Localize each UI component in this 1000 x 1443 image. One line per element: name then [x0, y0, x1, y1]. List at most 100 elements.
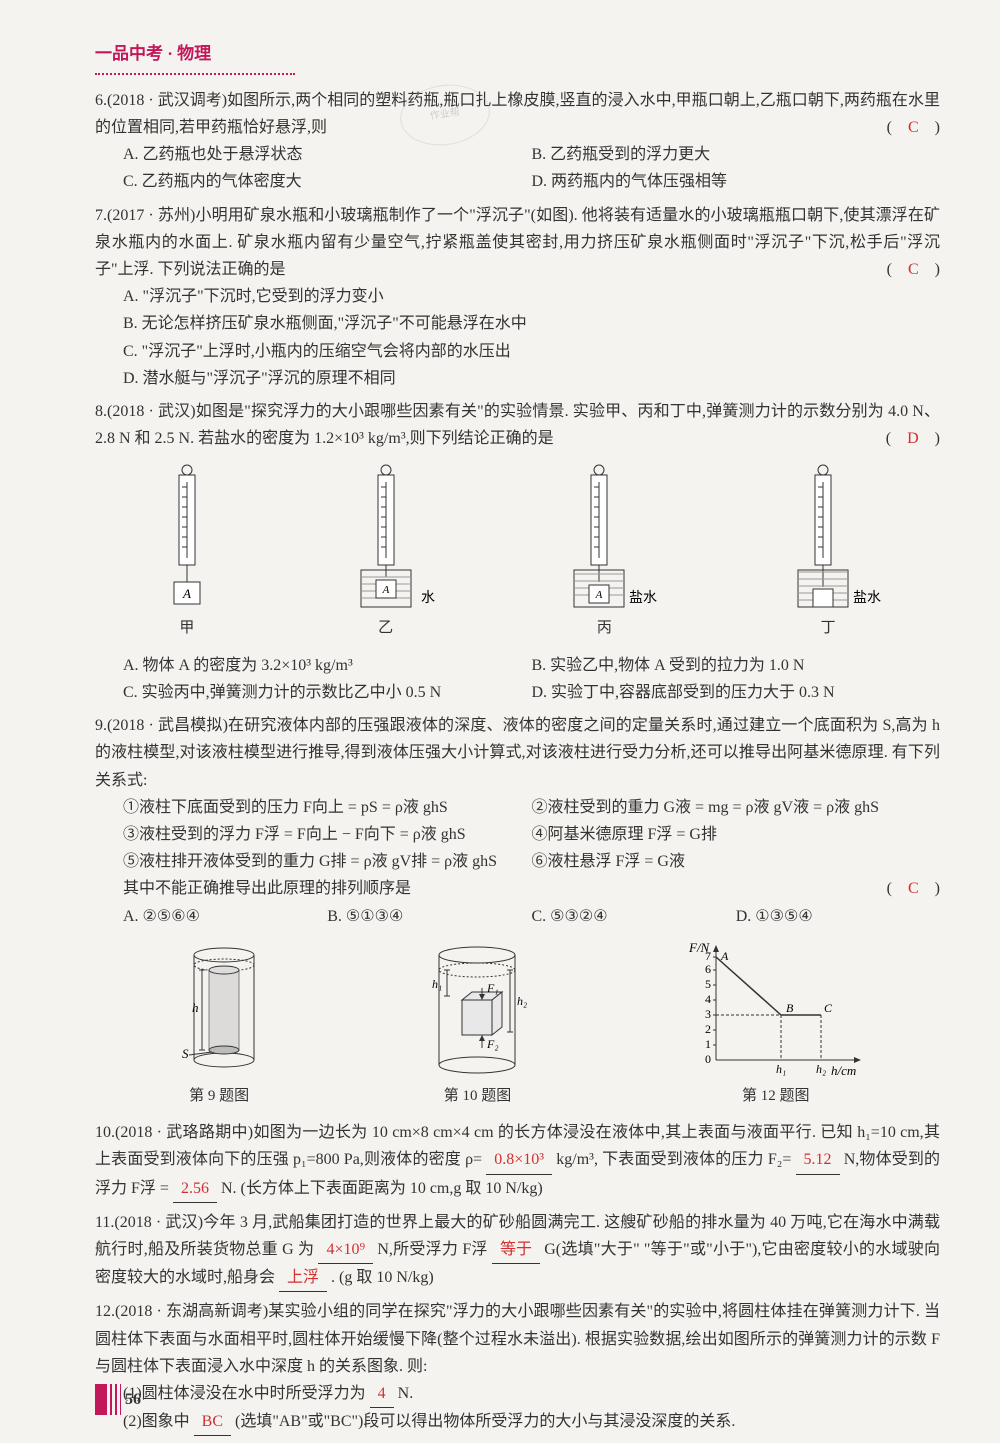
- q9-rel-6: ⑥液柱悬浮 F浮 = G液: [532, 848, 941, 875]
- q12-unit2: (选填"AB"或"BC")段可以得出物体所受浮力的大小与其浸没深度的关系.: [235, 1413, 735, 1430]
- q9-rel-1: ①液柱下底面受到的压力 F向上 = pS = ρ液 ghS: [123, 794, 532, 821]
- q8-answer: D: [907, 430, 919, 447]
- svg-text:A: A: [720, 949, 729, 963]
- q7-opt-a: A. "浮沉子"下沉时,它受到的浮力变小: [123, 283, 940, 310]
- q11-source: (2018 · 武汉): [114, 1214, 203, 1231]
- svg-text:S: S: [182, 1046, 189, 1061]
- q12-fill-2: BC: [194, 1408, 231, 1436]
- q12-sub2: (2)图象中: [123, 1413, 190, 1430]
- page-header: 一品中考 · 物理: [95, 40, 940, 69]
- q8-fig-jia: A: [152, 462, 222, 612]
- q9-rel-3: ③液柱受到的浮力 F浮 = F向上 − F向下 = ρ液 ghS: [123, 821, 532, 848]
- q9-answer: C: [908, 880, 919, 897]
- q8-label-yi: 乙: [336, 616, 436, 642]
- q6-opt-c: C. 乙药瓶内的气体密度大: [123, 168, 532, 195]
- q9-rel-4: ④阿基米德原理 F浮 = G排: [532, 821, 941, 848]
- q9-tail: 其中不能正确推导出此原理的排列顺序是: [123, 880, 411, 897]
- svg-text:水: 水: [421, 590, 435, 606]
- q9-rel-2: ②液柱受到的重力 G液 = mg = ρ液 gV液 = ρ液 ghS: [532, 794, 941, 821]
- q9-source: (2018 · 武昌模拟): [107, 717, 228, 734]
- question-10: 10.(2018 · 武珞路期中)如图为一边长为 10 cm×8 cm×4 cm…: [95, 1119, 940, 1203]
- svg-text:F₂: F₂: [486, 1037, 499, 1051]
- q7-answer: C: [908, 261, 919, 278]
- q7-answer-paren: ( C ): [887, 256, 940, 283]
- q11-fill-3: 上浮: [279, 1264, 327, 1292]
- svg-text:A: A: [595, 589, 603, 601]
- q8-text: 如图是"探究浮力的大小跟哪些因素有关"的实验情景. 实验甲、丙和丁中,弹簧测力计…: [95, 403, 940, 447]
- svg-text:h₁: h₁: [776, 1062, 786, 1076]
- svg-text:h₁: h₁: [432, 977, 442, 991]
- q6-opt-d: D. 两药瓶内的气体压强相等: [532, 168, 941, 195]
- question-11: 11.(2018 · 武汉)今年 3 月,武船集团打造的世界上最大的矿砂船圆满完…: [95, 1209, 940, 1293]
- q6-opt-b: B. 乙药瓶受到的浮力更大: [532, 141, 941, 168]
- header-underline: [95, 73, 295, 75]
- svg-text:5: 5: [705, 977, 711, 991]
- q6-answer: C: [908, 119, 919, 136]
- svg-text:1: 1: [705, 1037, 711, 1051]
- q9-opt-a: A. ②⑤⑥④: [123, 903, 327, 930]
- q7-opt-d: D. 潜水艇与"浮沉子"浮沉的原理不相同: [123, 365, 940, 392]
- q8-answer-paren: ( D ): [886, 425, 940, 452]
- q8-opt-c: C. 实验丙中,弹簧测力计的示数比乙中小 0.5 N: [123, 679, 532, 706]
- svg-text:h/cm: h/cm: [831, 1063, 856, 1078]
- fig9-caption: 第 9 题图: [164, 1084, 274, 1110]
- q11-fill-1: 4×10⁹: [318, 1236, 373, 1264]
- q10-unit1: kg/m³,: [556, 1151, 598, 1168]
- svg-text:h₂: h₂: [816, 1062, 826, 1076]
- fig-12-chart: F/N h/cm 0 1 2 3 4 5 6 7 A B C h₁ h₂: [681, 940, 871, 1080]
- svg-text:3: 3: [705, 1007, 711, 1021]
- q6-answer-paren: ( C ): [887, 114, 940, 141]
- svg-text:h: h: [192, 1000, 199, 1015]
- q8-source: (2018 · 武汉): [107, 403, 196, 420]
- svg-text:7: 7: [705, 949, 711, 963]
- svg-text:B: B: [786, 1001, 794, 1015]
- q7-num: 7.: [95, 207, 107, 224]
- q11-fill-2: 等于: [492, 1236, 540, 1264]
- q9-opt-d: D. ①③⑤④: [736, 903, 940, 930]
- question-6: 6.(2018 · 武汉调考)如图所示,两个相同的塑料药瓶,瓶口扎上橡皮膜,竖直…: [95, 87, 940, 196]
- q8-fig-yi: A 水: [336, 462, 436, 612]
- q8-fig-bing: A 盐水: [549, 462, 659, 612]
- page-number: 56: [95, 1384, 151, 1415]
- q10-fill-3: 2.56: [173, 1175, 217, 1203]
- svg-text:C: C: [824, 1001, 833, 1015]
- q12-source: (2018 · 东湖高新调考): [115, 1303, 268, 1320]
- q10-unit3: N. (长方体上下表面距离为 10 cm,g 取 10 N/kg): [221, 1180, 543, 1197]
- svg-text:6: 6: [705, 962, 711, 976]
- svg-text:A: A: [381, 584, 389, 596]
- q9-rel-5: ⑤液柱排开液体受到的重力 G排 = ρ液 gV排 = ρ液 ghS: [123, 848, 532, 875]
- q8-figures: A 甲 A 水 乙: [95, 462, 940, 642]
- q10-text2: 下表面受到液体的压力 F₂=: [602, 1151, 791, 1168]
- q12-sub1: (1)圆柱体浸没在水中时所受浮力为: [123, 1385, 366, 1402]
- q7-source: (2017 · 苏州): [107, 207, 195, 224]
- q12-unit1: N.: [398, 1385, 414, 1402]
- svg-text:盐水: 盐水: [853, 590, 881, 606]
- q9-num: 9.: [95, 717, 107, 734]
- svg-text:0: 0: [705, 1052, 711, 1066]
- q8-opt-b: B. 实验乙中,物体 A 受到的拉力为 1.0 N: [532, 652, 941, 679]
- q7-text: 小明用矿泉水瓶和小玻璃瓶制作了一个"浮沉子"(如图). 他将装有适量水的小玻璃瓶…: [95, 207, 940, 278]
- svg-text:4: 4: [705, 992, 711, 1006]
- q8-opt-a: A. 物体 A 的密度为 3.2×10³ kg/m³: [123, 652, 532, 679]
- q8-label-jia: 甲: [152, 616, 222, 642]
- q9-answer-paren: ( C ): [887, 875, 940, 902]
- fig-9: h S: [164, 940, 274, 1080]
- question-12: 12.(2018 · 东湖高新调考)某实验小组的同学在探究"浮力的大小跟哪些因素…: [95, 1298, 940, 1436]
- q11-num: 11.: [95, 1214, 114, 1231]
- q6-num: 6.: [95, 92, 107, 109]
- q8-fig-ding: 盐水: [773, 462, 883, 612]
- q8-num: 8.: [95, 403, 107, 420]
- q10-fill-1: 0.8×10³: [486, 1146, 552, 1174]
- svg-text:A: A: [182, 586, 191, 601]
- svg-text:盐水: 盐水: [629, 590, 657, 606]
- svg-text:2: 2: [705, 1022, 711, 1036]
- q10-fill-2: 5.12: [796, 1146, 840, 1174]
- q6-opt-a: A. 乙药瓶也处于悬浮状态: [123, 141, 532, 168]
- middle-figures: h S 第 9 题图 F₁ F₂ h₁ h₂: [95, 940, 940, 1110]
- q12-num: 12.: [95, 1303, 115, 1320]
- q9-opt-b: B. ⑤①③④: [327, 903, 531, 930]
- q10-num: 10.: [95, 1124, 115, 1141]
- q9-opt-c: C. ⑤③②④: [532, 903, 736, 930]
- fig12-caption: 第 12 题图: [681, 1084, 871, 1110]
- q7-opt-c: C. "浮沉子"上浮时,小瓶内的压缩空气会将内部的水压出: [123, 338, 940, 365]
